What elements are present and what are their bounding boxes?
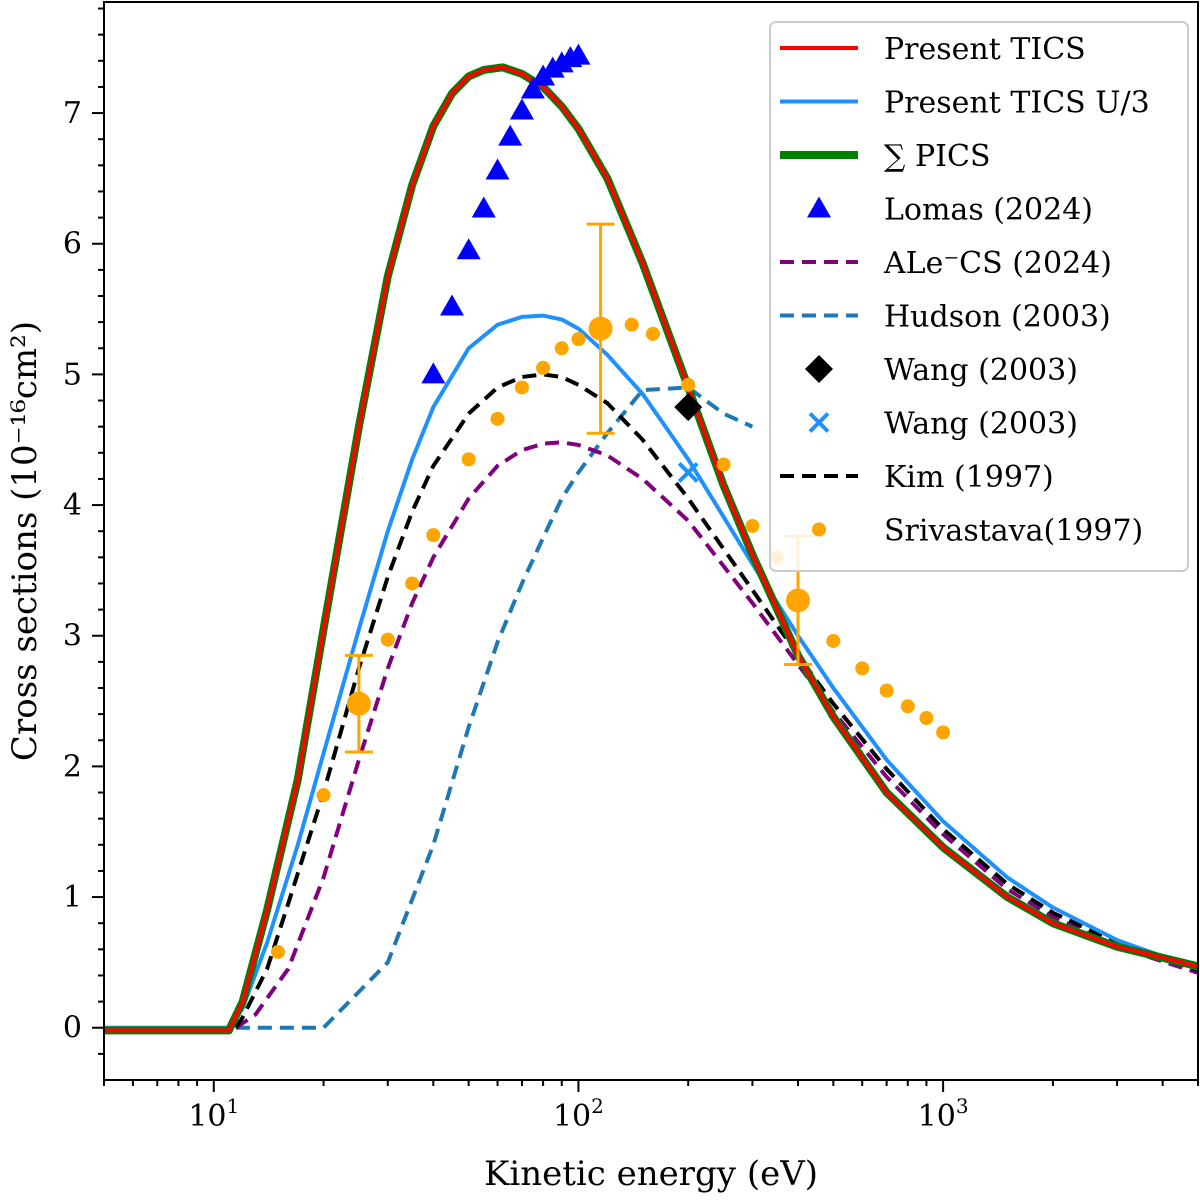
- plot-frame: [103, 1, 1199, 1081]
- legend-label: ∑ PICS: [884, 139, 991, 174]
- legend-swatch: [808, 412, 830, 433]
- data-point-srivastava-1997-circle: [826, 633, 841, 648]
- data-point-srivastava-1997-circle: [461, 452, 476, 467]
- y-tick-label: 6: [63, 227, 82, 262]
- data-point-srivastava-1997-circle: [426, 528, 441, 543]
- data-point-srivastava-1997-circle: [900, 699, 915, 714]
- series-line-hudson-2003: [235, 385, 754, 1030]
- y-tick-label: 7: [63, 96, 82, 131]
- legend-entry: ∑ PICS: [780, 139, 991, 174]
- data-point-error: [785, 588, 810, 613]
- x-tick-label: 102: [553, 1094, 604, 1134]
- legend-entry: Hudson (2003): [780, 300, 1111, 335]
- data-point-srivastava-1997-circle: [716, 457, 731, 472]
- data-point-wang-2003-diamond: [674, 393, 703, 422]
- legend-label: Wang (2003): [884, 353, 1078, 388]
- data-point-lomas-2024-triangle: [509, 98, 534, 120]
- data-point-lomas-2024-triangle: [520, 77, 545, 99]
- data-point-srivastava-1997-circle: [624, 317, 639, 332]
- legend-label: Kim (1997): [884, 460, 1054, 495]
- legend-entry: Present TICS: [780, 32, 1086, 67]
- data-point-wang-2003-x: [677, 461, 699, 483]
- data-point-srivastava-1997-circle: [936, 725, 951, 740]
- series-line-present-tics-u-3: [104, 313, 1198, 1030]
- y-axis-label: Cross sections (10⁻¹⁶cm²): [5, 321, 45, 761]
- data-point-lomas-2024-triangle: [485, 158, 510, 180]
- data-point-srivastava-1997-circle: [919, 711, 934, 726]
- data-point-lomas-2024-triangle: [456, 238, 481, 260]
- x-axis-label: Kinetic energy (eV): [484, 1154, 818, 1194]
- legend-label: Present TICS U/3: [884, 86, 1150, 121]
- legend-entry: Wang (2003): [805, 353, 1078, 388]
- legend-entry: Present TICS U/3: [780, 86, 1150, 121]
- x-tick-label: 103: [918, 1094, 969, 1134]
- legend-box: [769, 21, 1189, 572]
- legend-swatch: [807, 196, 831, 218]
- data-point-srivastava-1997-circle: [270, 944, 285, 959]
- y-tick-label: 5: [63, 357, 82, 392]
- data-point-lomas-2024-triangle: [439, 294, 464, 316]
- legend-label: Hudson (2003): [884, 300, 1111, 335]
- series-line-ale-cs-2024: [234, 440, 1198, 1030]
- data-point-lomas-2024-triangle: [498, 124, 523, 146]
- data-point-srivastava-1997-circle: [745, 518, 760, 533]
- data-point-error: [346, 691, 371, 716]
- data-point-srivastava-1997-circle: [571, 332, 586, 347]
- legend: Present TICS Present TICS U/3 ∑ PICS Lomas …: [769, 21, 1189, 572]
- data-point-srivastava-1997-circle: [316, 788, 331, 803]
- legend-label: ALe⁻CS (2024): [883, 246, 1112, 281]
- data-point-srivastava-1997-circle: [514, 380, 529, 395]
- legend-label: Lomas (2024): [884, 193, 1093, 228]
- data-point-srivastava-1997-circle: [645, 326, 660, 341]
- data-point-lomas-2024-triangle: [421, 362, 446, 384]
- legend-entry: Srivastava(1997): [812, 514, 1143, 549]
- legend-label: Wang (2003): [884, 407, 1078, 442]
- legend-entry: Kim (1997): [780, 460, 1054, 495]
- y-tick-label: 2: [63, 749, 82, 784]
- data-point-lomas-2024-triangle: [471, 196, 496, 218]
- data-point-error: [588, 316, 613, 341]
- data-point-srivastava-1997-circle: [490, 411, 505, 426]
- data-point-srivastava-1997-circle: [554, 341, 569, 356]
- data-point-srivastava-1997-circle: [879, 683, 894, 698]
- legend-label: Present TICS: [884, 32, 1086, 67]
- legend-entry: Lomas (2024): [807, 193, 1093, 228]
- data-point-srivastava-1997-circle: [855, 661, 870, 676]
- data-point-lomas-2024-triangle: [566, 43, 591, 65]
- legend-entry: ALe⁻CS (2024): [780, 246, 1112, 281]
- y-tick-label: 0: [63, 1011, 82, 1046]
- axis-ticks: 101 102 103 0 1 2 3 4 5 6 7: [63, 7, 1199, 1134]
- series-line-kim-1997: [234, 372, 1198, 1029]
- legend-entry: Wang (2003): [808, 407, 1078, 442]
- legend-swatch: [805, 355, 833, 383]
- data-point-srivastava-1997-circle: [536, 360, 551, 375]
- series-layer: [104, 43, 1198, 1035]
- data-point-srivastava-1997-circle: [405, 576, 420, 591]
- legend-swatch: [812, 522, 826, 537]
- legend-label: Srivastava(1997): [884, 514, 1143, 549]
- y-tick-label: 1: [63, 880, 82, 915]
- error-bar-point: [344, 653, 373, 754]
- y-tick-label: 4: [63, 488, 82, 523]
- data-point-srivastava-1997-circle: [380, 632, 395, 647]
- x-tick-label: 101: [188, 1094, 239, 1134]
- error-bar-point: [586, 222, 615, 435]
- data-point-srivastava-1997-circle: [681, 377, 696, 392]
- series-line-present-tics: [104, 65, 1198, 1033]
- y-tick-label: 3: [63, 619, 82, 654]
